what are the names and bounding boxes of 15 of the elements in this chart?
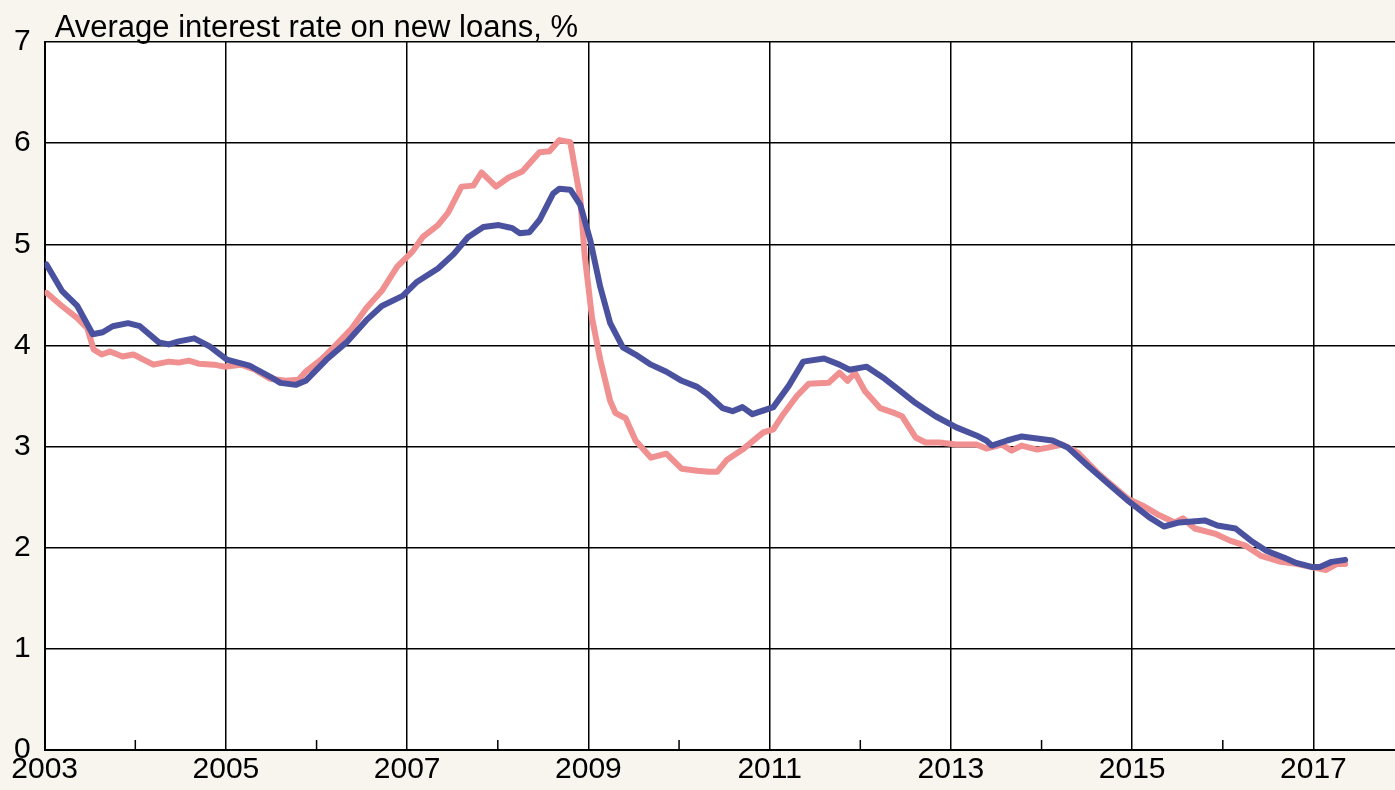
y-tick-label: 4	[14, 326, 31, 360]
x-tick-label: 2009	[555, 751, 622, 785]
x-tick-label: 2015	[1098, 751, 1166, 785]
x-tick-label: 2017	[1280, 751, 1347, 785]
y-tick-label: 2	[14, 528, 31, 562]
x-tick-label: 2005	[192, 751, 260, 785]
y-tick-label: 5	[14, 225, 31, 259]
x-tick-label: 2007	[373, 751, 441, 785]
y-tick-label: 3	[14, 427, 31, 461]
x-tick-label: 2011	[737, 751, 802, 785]
y-tick-label: 7	[14, 23, 31, 57]
y-tick-label: 1	[14, 630, 31, 664]
y-tick-label: 6	[14, 124, 31, 158]
x-tick-label: 2013	[917, 751, 985, 785]
chart-title: Average interest rate on new loans, %	[54, 9, 578, 45]
